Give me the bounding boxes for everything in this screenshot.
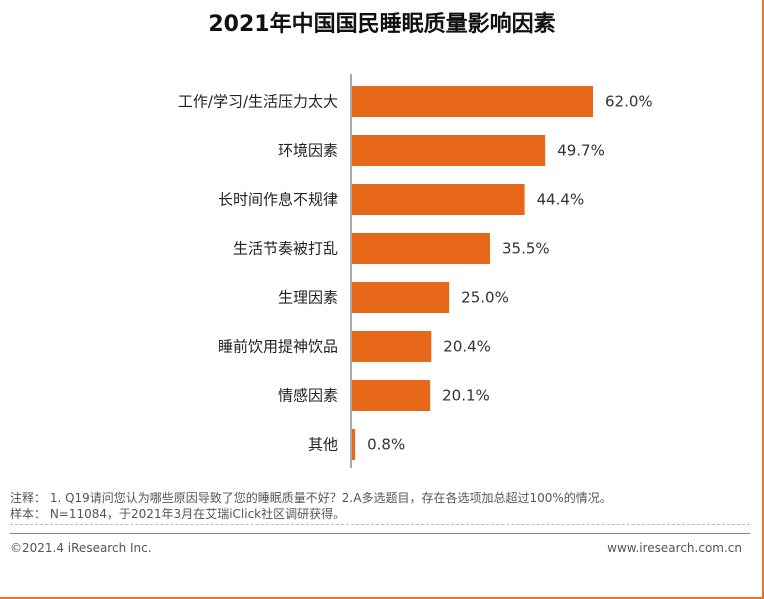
category-label: 睡前饮用提神饮品 <box>218 338 338 356</box>
note-line-1: 注释： 1. Q19请问您认为哪些原因导致了您的睡眠质量不好？2.A多选题目，存… <box>10 490 750 506</box>
bar <box>352 380 430 411</box>
value-label: 44.4% <box>537 191 585 209</box>
bar <box>352 429 355 460</box>
bar <box>352 282 449 313</box>
bar <box>352 331 431 362</box>
value-label: 20.1% <box>442 387 490 405</box>
bar <box>352 184 525 215</box>
bar <box>352 233 490 264</box>
divider-solid <box>10 533 750 534</box>
bar <box>352 135 545 166</box>
value-label: 25.0% <box>461 289 509 307</box>
bar-chart: 工作/学习/生活压力太大 62.0% 环境因素 49.7% 长时间作息不规律 44.4% 生… <box>0 0 764 480</box>
category-label: 生理因素 <box>278 289 338 307</box>
bar <box>352 86 593 117</box>
category-label: 其他 <box>308 436 338 454</box>
category-label: 生活节奏被打乱 <box>233 240 338 258</box>
copyright-text: ©2021.4 iResearch Inc. <box>10 541 152 555</box>
note-line-2: 样本： N=11084，于2021年3月在艾瑞iClick社区调研获得。 <box>10 506 750 522</box>
category-label: 情感因素 <box>278 387 338 405</box>
notes: 注释： 1. Q19请问您认为哪些原因导致了您的睡眠质量不好？2.A多选题目，存… <box>10 490 750 522</box>
category-label: 长时间作息不规律 <box>218 191 338 209</box>
category-label: 环境因素 <box>278 142 338 160</box>
website-link[interactable]: www.iresearch.com.cn <box>607 541 742 555</box>
value-label: 62.0% <box>605 93 653 111</box>
value-label: 0.8% <box>367 436 405 454</box>
value-label: 49.7% <box>557 142 605 160</box>
divider-dashed <box>10 524 750 525</box>
category-label: 工作/学习/生活压力太大 <box>178 93 338 111</box>
value-label: 35.5% <box>502 240 550 258</box>
value-label: 20.4% <box>443 338 491 356</box>
